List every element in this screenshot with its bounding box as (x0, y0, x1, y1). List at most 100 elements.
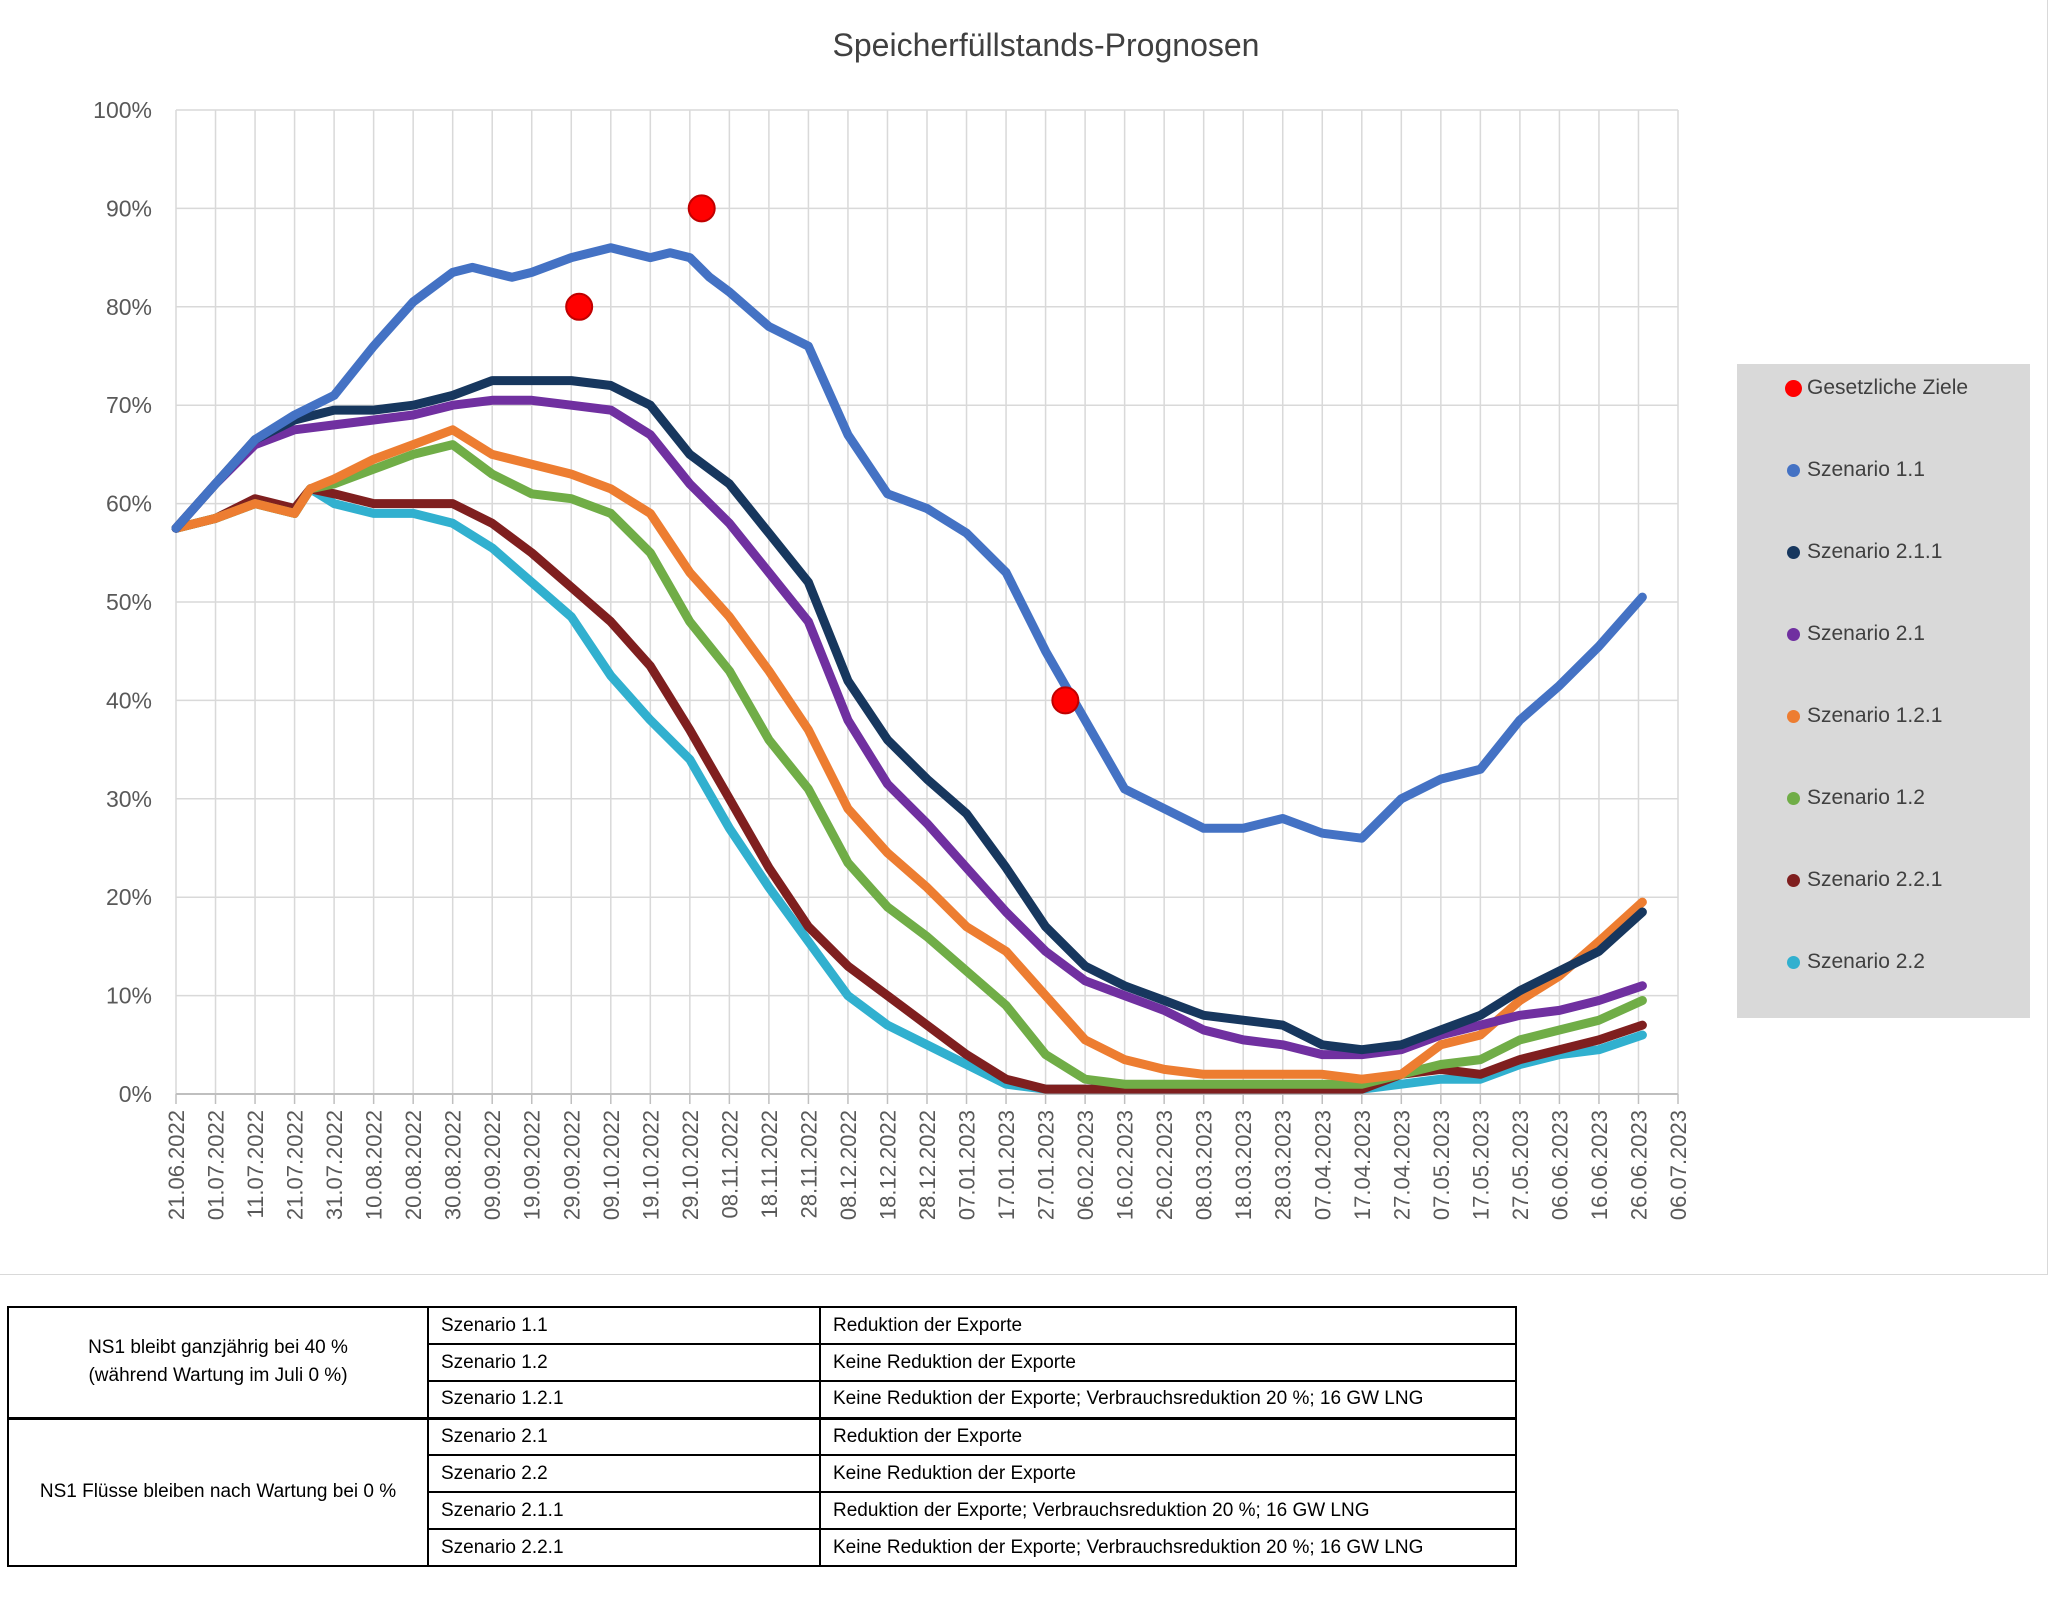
scenario-cell: Szenario 2.2 (427, 1454, 821, 1493)
legend-item: Szenario 2.2 (1787, 947, 1925, 977)
series-line-szenario-1-1 (171, 243, 1647, 843)
legend-label: Szenario 2.1 (1807, 622, 1925, 645)
x-tick-label: 27.05.2023 (1508, 1110, 1533, 1220)
legend-label: Gesetzliche Ziele (1807, 376, 1969, 399)
legend-label: Szenario 2.2 (1807, 950, 1925, 973)
x-tick-label: 21.06.2022 (164, 1110, 189, 1220)
legend-label: Szenario 2.2.1 (1807, 868, 1943, 891)
legend-item: Szenario 1.2 (1787, 783, 1925, 813)
x-tick-label: 29.09.2022 (559, 1110, 584, 1220)
description-cell: Keine Reduktion der Exporte (819, 1343, 1517, 1382)
x-tick-label: 31.07.2022 (322, 1110, 347, 1220)
scenario-cell: Szenario 2.1.1 (427, 1491, 821, 1530)
description-cell: Reduktion der Exporte (819, 1306, 1517, 1345)
scenario-cell: Szenario 1.2 (427, 1343, 821, 1382)
x-tick-label: 17.01.2023 (994, 1110, 1019, 1220)
x-tick-label: 29.10.2022 (678, 1110, 703, 1220)
x-tick-label: 18.03.2023 (1231, 1110, 1256, 1220)
y-tick-label: 50% (106, 589, 152, 615)
legend-item: Szenario 1.1 (1787, 455, 1925, 485)
x-tick-label: 28.11.2022 (796, 1110, 821, 1218)
table-row: Szenario 1.2 Keine Reduktion der Exporte (8, 1343, 1517, 1382)
legend-item: Szenario 2.2.1 (1787, 865, 1942, 895)
x-tick-label: 06.02.2023 (1073, 1110, 1098, 1220)
x-tick-label: 18.11.2022 (757, 1110, 782, 1218)
y-tick-label: 10% (106, 983, 152, 1009)
y-tick-label: 90% (106, 195, 152, 221)
table-row: NS1 Flüsse bleiben nach Wartung bei 0 % S… (7, 1416, 1517, 1567)
scenario-cell: Szenario 1.1 (427, 1306, 821, 1345)
legend-label: Szenario 1.1 (1807, 458, 1925, 481)
x-tick-label: 09.10.2022 (599, 1110, 624, 1220)
x-tick-label: 06.07.2023 (1666, 1110, 1691, 1220)
x-tick-label: 26.06.2023 (1626, 1110, 1651, 1220)
description-cell: Keine Reduktion der Exporte (819, 1454, 1517, 1493)
target-point (687, 194, 716, 223)
legend-item: Gesetzliche Ziele (1785, 373, 1969, 403)
x-tick-label: 27.01.2023 (1034, 1110, 1059, 1220)
x-tick-label: 11.07.2022 (243, 1110, 268, 1218)
x-tick-label: 09.09.2022 (480, 1110, 505, 1220)
x-tick-label: 21.07.2022 (283, 1110, 308, 1220)
x-tick-label: 19.10.2022 (638, 1110, 663, 1220)
x-tick-label: 07.01.2023 (955, 1110, 980, 1220)
description-cell: Reduktion der Exporte; Verbrauchsredukti… (819, 1491, 1517, 1530)
x-tick-label: 19.09.2022 (520, 1110, 545, 1220)
grid (175, 109, 1679, 1104)
legend-label: Szenario 1.2.1 (1807, 704, 1943, 727)
x-tick-label: 08.11.2022 (717, 1110, 742, 1218)
series-line-szenario-2-2 (171, 484, 1647, 1094)
series-line-szenario-2-1 (171, 395, 1647, 1060)
y-tick-label: 60% (106, 491, 152, 517)
legend-label: Szenario 2.1.1 (1807, 540, 1943, 563)
target-point (1051, 686, 1080, 715)
x-tick-label: 08.12.2022 (836, 1110, 861, 1220)
legend: Gesetzliche Ziele Szenario 1.1 Szenario 2.… (1737, 364, 2030, 1018)
x-tick-label: 28.12.2022 (915, 1110, 940, 1220)
scenario-cell: Szenario 2.2.1 (427, 1528, 821, 1567)
x-tick-label: 16.06.2023 (1587, 1110, 1612, 1220)
legend-marker (1787, 955, 1800, 969)
y-tick-label: 70% (106, 392, 152, 418)
line-chart: Speicherfüllstands-Prognosen 0% 10% 20% 30%… (93, 27, 1691, 1220)
x-tick-label: 20.08.2022 (401, 1110, 426, 1220)
x-tick-label: 17.05.2023 (1468, 1110, 1493, 1220)
description-cell: Keine Reduktion der Exporte; Verbrauchsr… (819, 1380, 1517, 1419)
scenario-table: NS1 bleibt ganzjährig bei 40 % (während W… (7, 1306, 1517, 1567)
y-tick-label: 100% (93, 97, 152, 123)
y-tick-label: 80% (106, 294, 152, 320)
legend-label: Szenario 1.2 (1807, 786, 1925, 809)
table-row: Szenario 2.2.1 Keine Reduktion der Export… (8, 1528, 1517, 1567)
x-tick-label: 16.02.2023 (1113, 1110, 1138, 1220)
x-tick-label: 07.04.2023 (1310, 1110, 1335, 1220)
x-tick-label: 01.07.2022 (204, 1110, 229, 1220)
chart-title: Speicherfüllstands-Prognosen (833, 27, 1260, 63)
x-tick-label: 26.02.2023 (1152, 1110, 1177, 1220)
y-tick-label: 20% (106, 884, 152, 910)
y-axis: 0% 10% 20% 30% 40% 50% 60% 70% 80% 90% 100% (93, 97, 152, 1107)
legend-marker (1787, 545, 1800, 559)
legend-marker (1785, 379, 1802, 397)
series-line-szenario-2-1-1 (171, 376, 1647, 1055)
description-cell: Keine Reduktion der Exporte; Verbrauchsr… (819, 1528, 1517, 1567)
legend-item: Szenario 1.2.1 (1787, 701, 1942, 731)
y-tick-label: 30% (106, 786, 152, 812)
x-tick-label: 27.04.2023 (1389, 1110, 1414, 1220)
x-tick-label: 28.03.2023 (1271, 1110, 1296, 1220)
series-line-szenario-1-2-1 (171, 425, 1647, 1084)
x-axis: 21.06.2022 01.07.2022 11.07.2022 21.07.2022… (164, 1110, 1691, 1220)
legend-item: Szenario 2.1.1 (1787, 537, 1942, 567)
legend-item: Szenario 2.1 (1787, 619, 1925, 649)
table-row: Szenario 2.1.1 Reduktion der Exporte; Ver… (8, 1491, 1517, 1530)
group-label-cell: NS1 Flüsse bleiben nach Wartung bei 0 % (7, 1416, 429, 1567)
target-points (565, 194, 1080, 715)
x-tick-label: 06.06.2023 (1547, 1110, 1572, 1220)
x-tick-label: 30.08.2022 (441, 1110, 466, 1220)
legend-marker (1787, 463, 1800, 477)
table-row: NS1 bleibt ganzjährig bei 40 % (während W… (7, 1306, 1517, 1419)
scenario-cell: Szenario 2.1 (427, 1416, 821, 1456)
legend-marker (1787, 873, 1800, 887)
legend-marker (1787, 709, 1800, 723)
x-tick-label: 17.04.2023 (1350, 1110, 1375, 1220)
group-label-cell: NS1 bleibt ganzjährig bei 40 % (während W… (7, 1306, 429, 1419)
